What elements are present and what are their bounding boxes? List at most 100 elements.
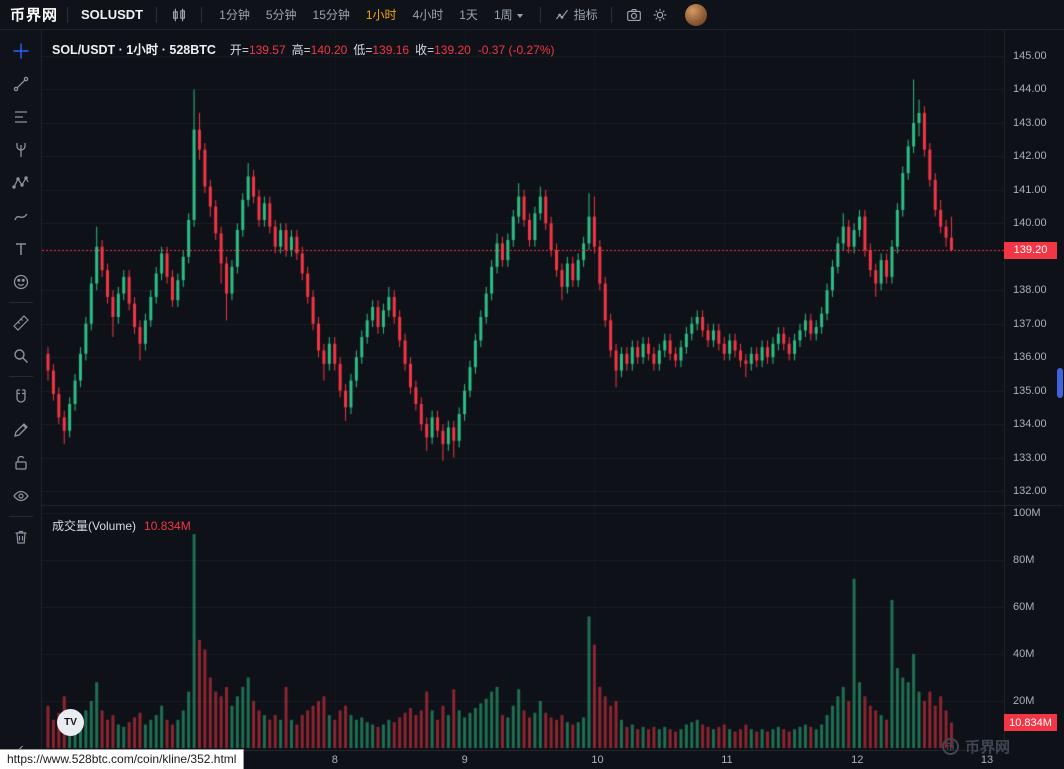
timeframe-1d[interactable]: 1天 — [459, 8, 478, 22]
status-url-tooltip: https://www.528btc.com/coin/kline/352.ht… — [0, 749, 245, 769]
topbar: 币界网 SOLUSDT 1分钟 5分钟 15分钟 1小时 4小时 1天 1周 指… — [0, 0, 1064, 30]
time-axis-label: 8 — [331, 754, 338, 766]
crosshair-icon — [13, 43, 28, 59]
change-value: -0.37 (-0.27%) — [477, 43, 555, 57]
divider — [67, 6, 69, 23]
scrollbar-thumb[interactable] — [1057, 368, 1063, 398]
timeframe-1m[interactable]: 1分钟 — [219, 8, 250, 22]
time-axis[interactable]: 8 9 10 11 12 13 — [42, 750, 1004, 769]
indicators-button[interactable]: 指标 — [550, 6, 602, 23]
watermark-text: 币界网 — [964, 739, 1010, 756]
text-tool-button[interactable] — [8, 236, 34, 262]
time-axis-label: 11 — [721, 754, 733, 766]
pitchfork-tool-button[interactable] — [8, 137, 34, 163]
price-axis-label: 138.00 — [1013, 284, 1047, 297]
divider — [539, 6, 541, 23]
screenshot-button[interactable] — [621, 2, 647, 28]
low-label: 低= — [353, 43, 373, 57]
toolbar-separator — [8, 302, 33, 303]
low-value: 139.16 — [372, 43, 410, 57]
measure-tool-button[interactable] — [8, 310, 34, 336]
magnifier-icon — [13, 349, 28, 363]
volume-axis-label: 40M — [1013, 648, 1035, 660]
indicators-icon — [555, 9, 568, 19]
pattern-tool-button[interactable] — [8, 170, 34, 196]
compare-icon — [173, 8, 186, 21]
chevron-down-icon — [516, 13, 523, 18]
chart-area: SOL/USDT · 1小时 · 528BTC 开=139.57 高=140.20 低… — [42, 30, 1064, 769]
trendline-tool-button[interactable] — [8, 71, 34, 97]
volume-tag: 10.834M — [1004, 714, 1057, 732]
timeframe-4h[interactable]: 4小时 — [412, 8, 444, 22]
brush-icon — [13, 213, 28, 221]
text-icon — [15, 243, 26, 255]
watermark: 币 币界网 — [941, 736, 1010, 757]
close-label: 收= — [415, 43, 435, 57]
ruler-icon — [12, 315, 29, 331]
fib-icon — [14, 111, 27, 123]
compare-symbol-button[interactable] — [166, 2, 192, 28]
toolbar-separator — [8, 516, 33, 517]
price-axis-label: 136.00 — [1013, 351, 1047, 364]
high-label: 高= — [291, 43, 311, 57]
volume-legend: 成交量(Volume) 10.834M — [52, 517, 191, 534]
divider — [156, 6, 158, 23]
toolbar-separator — [8, 376, 33, 377]
delete-tool-button[interactable] — [8, 524, 34, 550]
tradingview-logo[interactable]: TV — [57, 709, 84, 736]
fib-retracement-tool-button[interactable] — [8, 104, 34, 130]
main-area: SOL/USDT · 1小时 · 528BTC 开=139.57 高=140.20 低… — [0, 30, 1064, 769]
divider — [201, 6, 203, 23]
magnet-icon — [15, 389, 26, 403]
zoom-tool-button[interactable] — [8, 343, 34, 369]
time-axis-label: 10 — [591, 754, 604, 766]
volume-value: 10.834M — [144, 519, 191, 533]
price-axis-label: 142.00 — [1013, 150, 1047, 163]
magnet-tool-button[interactable] — [8, 384, 34, 410]
chart-canvas[interactable] — [42, 30, 1063, 769]
crosshair-tool-button[interactable] — [8, 38, 34, 64]
timeframe-15m[interactable]: 15分钟 — [312, 8, 350, 22]
timeframe-5m[interactable]: 5分钟 — [265, 8, 297, 22]
lock-tool-button[interactable] — [8, 450, 34, 476]
price-axis-label: 141.00 — [1013, 183, 1047, 196]
settings-button[interactable] — [647, 2, 673, 28]
pitchfork-icon — [15, 143, 26, 157]
smiley-icon — [13, 274, 28, 290]
hide-tool-button[interactable] — [8, 483, 34, 509]
symbol-button[interactable]: SOLUSDT — [81, 7, 144, 22]
price-tag: 139.20 — [1004, 241, 1057, 259]
price-axis-label: 144.00 — [1013, 83, 1047, 96]
user-avatar[interactable] — [684, 3, 707, 26]
price-axis-label: 140.00 — [1013, 217, 1047, 230]
volume-axis-label: 20M — [1013, 695, 1035, 707]
volume-axis-label: 60M — [1013, 601, 1035, 613]
price-axis-label: 132.00 — [1013, 485, 1047, 497]
divider — [610, 6, 612, 23]
timeframe-1w-label: 1周 — [493, 8, 513, 22]
site-logo[interactable]: 币界网 — [10, 7, 59, 24]
close-value: 139.20 — [434, 43, 471, 57]
brush-tool-button[interactable] — [8, 203, 34, 229]
price-axis-label: 133.00 — [1013, 451, 1047, 464]
drawing-toolbar — [0, 30, 42, 769]
emoji-tool-button[interactable] — [8, 269, 34, 295]
price-axis[interactable]: 145.00 144.00 143.00 142.00 141.00 140.00 138.… — [1004, 30, 1063, 750]
pattern-icon — [11, 176, 29, 189]
draw-tool-button[interactable] — [8, 417, 34, 443]
timeframe-1h[interactable]: 1小时 — [365, 8, 397, 22]
price-axis-label: 137.00 — [1013, 317, 1047, 330]
pencil-icon — [13, 423, 28, 437]
price-axis-label: 134.00 — [1013, 418, 1047, 431]
open-value: 139.57 — [248, 43, 286, 57]
eye-icon — [12, 490, 29, 502]
price-axis-label: 143.00 — [1013, 116, 1047, 129]
time-axis-label: 9 — [461, 754, 468, 766]
volume-label: 成交量(Volume) — [52, 519, 137, 533]
watermark-icon: 币 — [941, 738, 959, 755]
time-axis-label: 12 — [851, 754, 864, 766]
timeframe-1w[interactable]: 1周 — [486, 3, 531, 26]
volume-axis-label: 80M — [1013, 554, 1035, 566]
indicators-label: 指标 — [573, 8, 598, 22]
trash-icon — [15, 530, 26, 544]
